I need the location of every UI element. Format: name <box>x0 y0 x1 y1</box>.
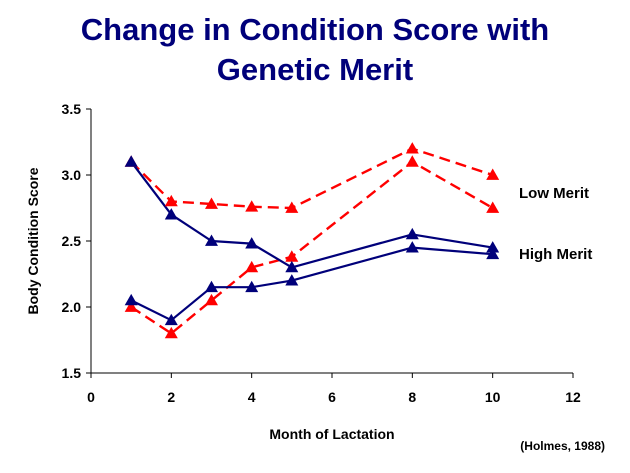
high-merit-marker <box>486 241 500 253</box>
source-note: (Holmes, 1988) <box>520 439 605 453</box>
high-merit-marker <box>245 280 259 293</box>
low-merit-marker <box>164 194 178 207</box>
series-lines <box>130 147 494 335</box>
high-merit-marker <box>124 155 138 167</box>
x-ticks: 0 2 4 6 8 10 12 <box>87 373 581 405</box>
x-tick-label: 10 <box>485 389 501 405</box>
x-tick-label: 2 <box>167 389 175 405</box>
high-merit-marker <box>164 313 178 326</box>
low-merit-marker <box>285 250 299 262</box>
high-merit-marker <box>486 247 500 260</box>
low-merit-marker <box>405 155 419 167</box>
low-merit-marker <box>285 201 299 213</box>
high-merit-label: High Merit <box>519 246 592 263</box>
high-merit-marker <box>205 234 218 246</box>
chart-title: Change in Condition Score with Genetic M… <box>0 10 630 90</box>
y-tick-label: 3.0 <box>62 167 82 183</box>
low-merit-marker <box>164 326 178 339</box>
low-merit-marker <box>205 197 218 209</box>
high-merit-line-3 <box>130 246 493 322</box>
low-merit-marker <box>245 260 259 273</box>
low-merit-line-0 <box>130 147 494 210</box>
low-merit-marker <box>405 142 419 154</box>
chart-title-line-1: Change in Condition Score with <box>80 12 550 47</box>
high-merit-marker <box>285 274 299 286</box>
high-merit-marker <box>405 227 419 240</box>
y-ticks: 1.5 2.0 2.5 3.0 3.5 <box>62 101 91 381</box>
y-tick-label: 1.5 <box>62 365 82 381</box>
low-merit-marker <box>486 201 500 213</box>
low-merit-marker <box>124 300 138 312</box>
axes <box>90 109 573 374</box>
x-tick-label: 4 <box>248 389 256 405</box>
y-tick-label: 2.5 <box>62 233 82 249</box>
high-merit-marker <box>245 237 259 249</box>
y-tick-label: 3.5 <box>62 101 82 117</box>
low-merit-marker <box>205 293 218 306</box>
low-merit-marker <box>245 200 259 212</box>
high-merit-marker <box>285 260 299 273</box>
high-merit-marker <box>205 280 218 293</box>
low-merit-marker <box>486 168 500 180</box>
low-merit-label: Low Merit <box>519 185 589 202</box>
series-markers <box>124 142 500 339</box>
x-tick-label: 12 <box>565 389 581 405</box>
x-tick-label: 8 <box>408 389 416 405</box>
high-merit-marker <box>164 208 178 220</box>
chart-title-line-2: Genetic Merit <box>216 52 414 87</box>
x-tick-label: 6 <box>328 389 336 405</box>
x-tick-label: 0 <box>87 389 95 405</box>
high-merit-marker <box>124 293 138 306</box>
x-axis-title: Month of Lactation <box>269 426 394 442</box>
y-tick-label: 2.0 <box>62 299 82 315</box>
y-axis-title: Body Condition Score <box>25 167 41 314</box>
high-merit-marker <box>405 241 419 253</box>
